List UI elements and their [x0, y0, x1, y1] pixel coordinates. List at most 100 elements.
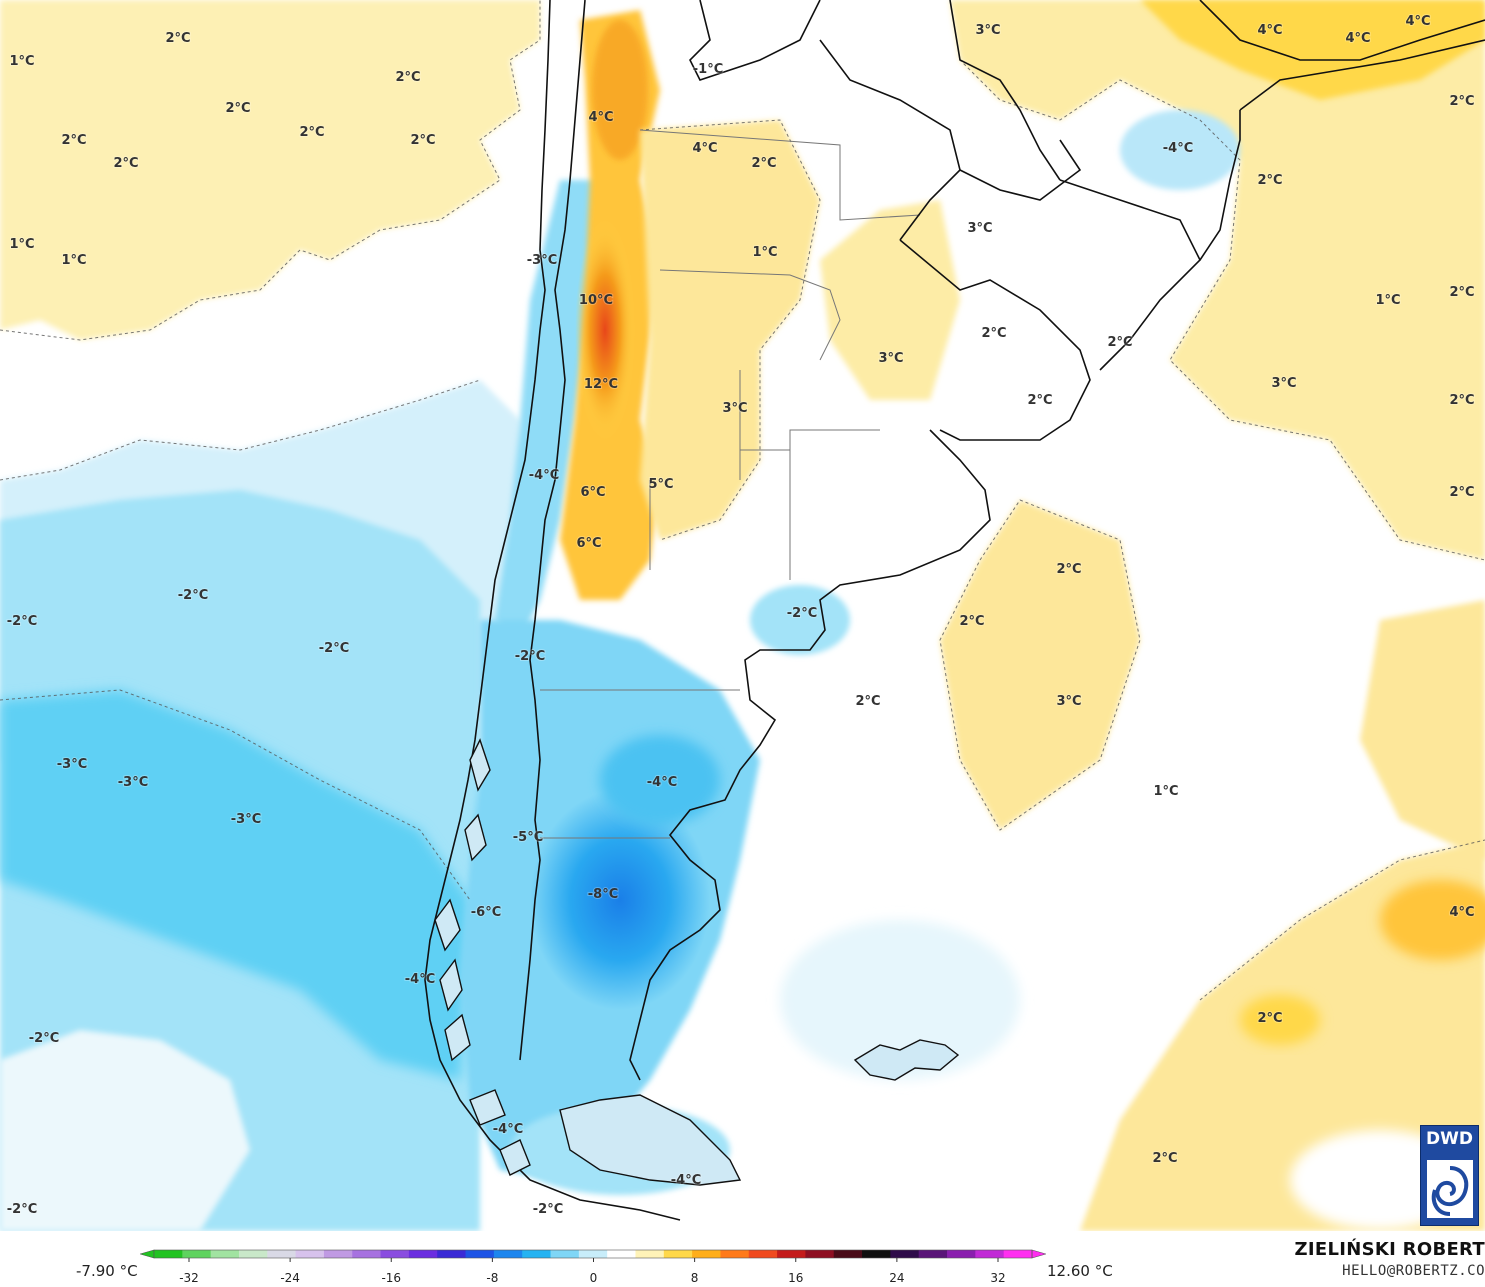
temperature-label: 5°C [648, 477, 673, 492]
cool-spot-gulf [750, 585, 850, 655]
temperature-label: 2°C [1152, 1151, 1177, 1166]
cold-core-patagonia [530, 790, 710, 1010]
scale-cell [267, 1250, 297, 1258]
temperature-label: 2°C [751, 156, 776, 171]
temperature-label: 3°C [975, 23, 1000, 38]
scale-cell [720, 1250, 750, 1258]
scale-tick-label: -8 [486, 1271, 498, 1285]
temperature-label: 4°C [1257, 23, 1282, 38]
swirl-icon [1427, 1160, 1473, 1218]
scale-tick-label: 32 [990, 1271, 1005, 1285]
temperature-label: 2°C [1257, 1011, 1282, 1026]
scale-cell [578, 1250, 608, 1258]
scale-cell [777, 1250, 806, 1258]
scale-cell [805, 1250, 835, 1258]
mild-zone-southwest [0, 1030, 250, 1231]
scale-cell [890, 1250, 920, 1258]
scale-cell [238, 1250, 268, 1258]
temperature-label: 4°C [588, 110, 613, 125]
scale-cell [182, 1250, 212, 1258]
temperature-label: 6°C [576, 536, 601, 551]
warm-core-brazil [1140, 0, 1485, 100]
logo-text: DWD [1426, 1129, 1473, 1149]
temperature-label: -3°C [118, 775, 148, 790]
warm-zone-atlantic-far-east [1360, 600, 1485, 860]
temperature-label: 2°C [1449, 393, 1474, 408]
scale-tick-label: 24 [889, 1271, 904, 1285]
scale-cell [295, 1250, 325, 1258]
temperature-label: 4°C [1345, 31, 1370, 46]
scale-cell [408, 1250, 438, 1258]
temperature-label: 2°C [981, 326, 1006, 341]
scale-cell [947, 1250, 976, 1258]
scale-tick-label: 8 [691, 1271, 699, 1285]
warm-spot-south-atlantic [1240, 995, 1320, 1045]
temperature-label: 1°C [752, 245, 777, 260]
temperature-label: 3°C [722, 401, 747, 416]
temperature-label: -2°C [533, 1202, 563, 1217]
contour-lines [0, 0, 1485, 1001]
temperature-label: 3°C [1271, 376, 1296, 391]
temperature-label: -2°C [7, 1202, 37, 1217]
temperature-label: 2°C [299, 125, 324, 140]
hot-spot-cuyo [575, 220, 635, 440]
author-email[interactable]: HELLO@ROBERTZ.CO [1342, 1263, 1485, 1279]
scale-cell [323, 1250, 353, 1258]
temperature-label: 2°C [1257, 173, 1282, 188]
warm-zone-northwest [0, 0, 540, 340]
temperature-label: 1°C [61, 253, 86, 268]
temperature-label: -4°C [493, 1122, 523, 1137]
province-borders [540, 129, 921, 839]
scale-arrow-right [1031, 1249, 1046, 1259]
warm-zone-pampa [820, 200, 960, 400]
cold-strip-andes [495, 180, 600, 640]
temperature-label: -4°C [405, 972, 435, 987]
temperature-label: -8°C [588, 887, 618, 902]
scale-cell [862, 1250, 891, 1258]
temperature-label: 2°C [410, 133, 435, 148]
warm-zone-northeast [950, 0, 1485, 560]
temperature-label: -3°C [527, 253, 557, 268]
cool-spot-atlantic-south [780, 920, 1020, 1080]
temperature-label: -2°C [29, 1031, 59, 1046]
temperature-label: 2°C [1449, 485, 1474, 500]
temperature-map: 2°C 1°C 2°C 2°C 2°C 2°C 2°C 2°C 1°C 1°C -1°C 4°C 4°C… [0, 0, 1485, 1231]
legend-bar [0, 1231, 1485, 1287]
scale-tick-label: -24 [280, 1271, 300, 1285]
cold-zone-southwest-core [0, 690, 470, 1080]
scale-cell [210, 1250, 240, 1258]
warm-spot-atlantic [1380, 880, 1485, 960]
temperature-label: -4°C [647, 775, 677, 790]
temperature-label: 4°C [692, 141, 717, 156]
temperature-label: 2°C [959, 614, 984, 629]
scale-cell [522, 1250, 552, 1258]
scale-cell [748, 1250, 778, 1258]
temperature-label: -2°C [787, 606, 817, 621]
cold-spot-santa-cruz [600, 735, 720, 825]
scale-cell [975, 1250, 1005, 1258]
temperature-label: 1°C [9, 237, 34, 252]
scale-tick-label: -16 [381, 1271, 401, 1285]
color-scale: -32 -24 -16 -8 0 8 16 24 32 [140, 1249, 1046, 1285]
temperature-label: 2°C [61, 133, 86, 148]
temperature-label: 1°C [1153, 784, 1178, 799]
temperature-label: -3°C [57, 757, 87, 772]
scale-cell [1003, 1250, 1033, 1258]
scale-tick-label: -32 [179, 1271, 199, 1285]
islands [434, 738, 960, 1186]
temperature-label: -3°C [231, 812, 261, 827]
warm-zone-atlantic-east [940, 500, 1140, 830]
temperature-label: 2°C [1449, 285, 1474, 300]
country-borders [424, 0, 1485, 1221]
dwd-logo: DWD [1420, 1125, 1479, 1226]
temperature-label: -4°C [671, 1173, 701, 1188]
scale-cell [465, 1250, 495, 1258]
scale-cell [154, 1250, 183, 1258]
temperature-label: -2°C [319, 641, 349, 656]
falkland-islands [853, 1039, 960, 1081]
temperature-label: 4°C [1405, 14, 1430, 29]
scale-arrow-left [140, 1249, 155, 1259]
warm-spot-north [592, 20, 648, 160]
temperature-label: 2°C [1449, 94, 1474, 109]
author-name: ZIELIŃSKI ROBERT [1294, 1239, 1485, 1260]
